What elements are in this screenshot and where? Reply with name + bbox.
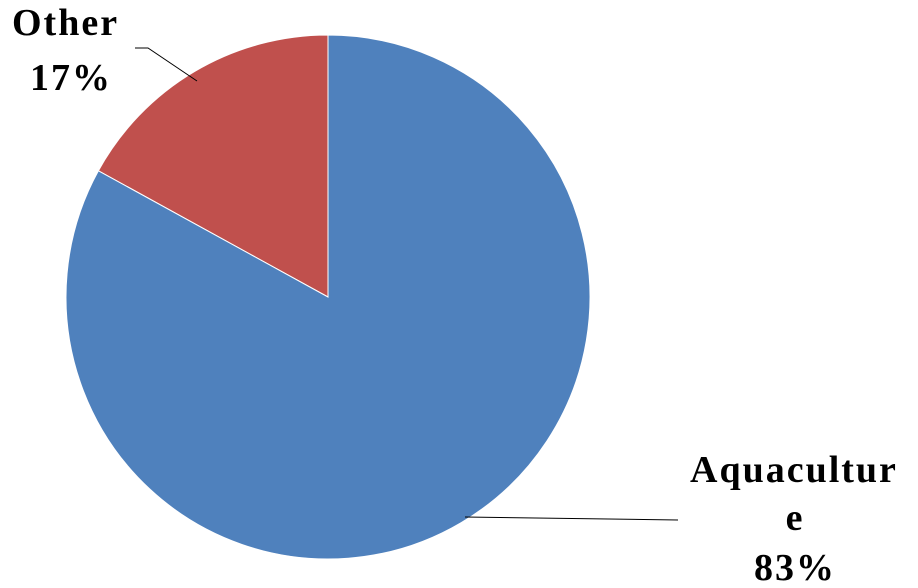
pie-slice-aquaculture: [65, 34, 591, 560]
label-aquaculture-percent: 83%: [754, 547, 836, 588]
data-label-aquaculture: Aquacultur e 83%: [690, 449, 898, 588]
pie-slice-other: [97, 34, 329, 298]
label-aquaculture-name-part1: Aquacultur: [690, 449, 898, 491]
label-aquaculture-name-part2: e: [786, 497, 805, 539]
leader-line-other: [135, 47, 198, 82]
pie-slices: [65, 34, 591, 560]
label-other-name: Other: [12, 2, 119, 44]
label-other-percent: 17%: [30, 57, 112, 99]
leader-lines: [135, 47, 679, 521]
leader-line-aquaculture: [464, 516, 679, 521]
data-label-other: Other 17%: [12, 2, 119, 99]
